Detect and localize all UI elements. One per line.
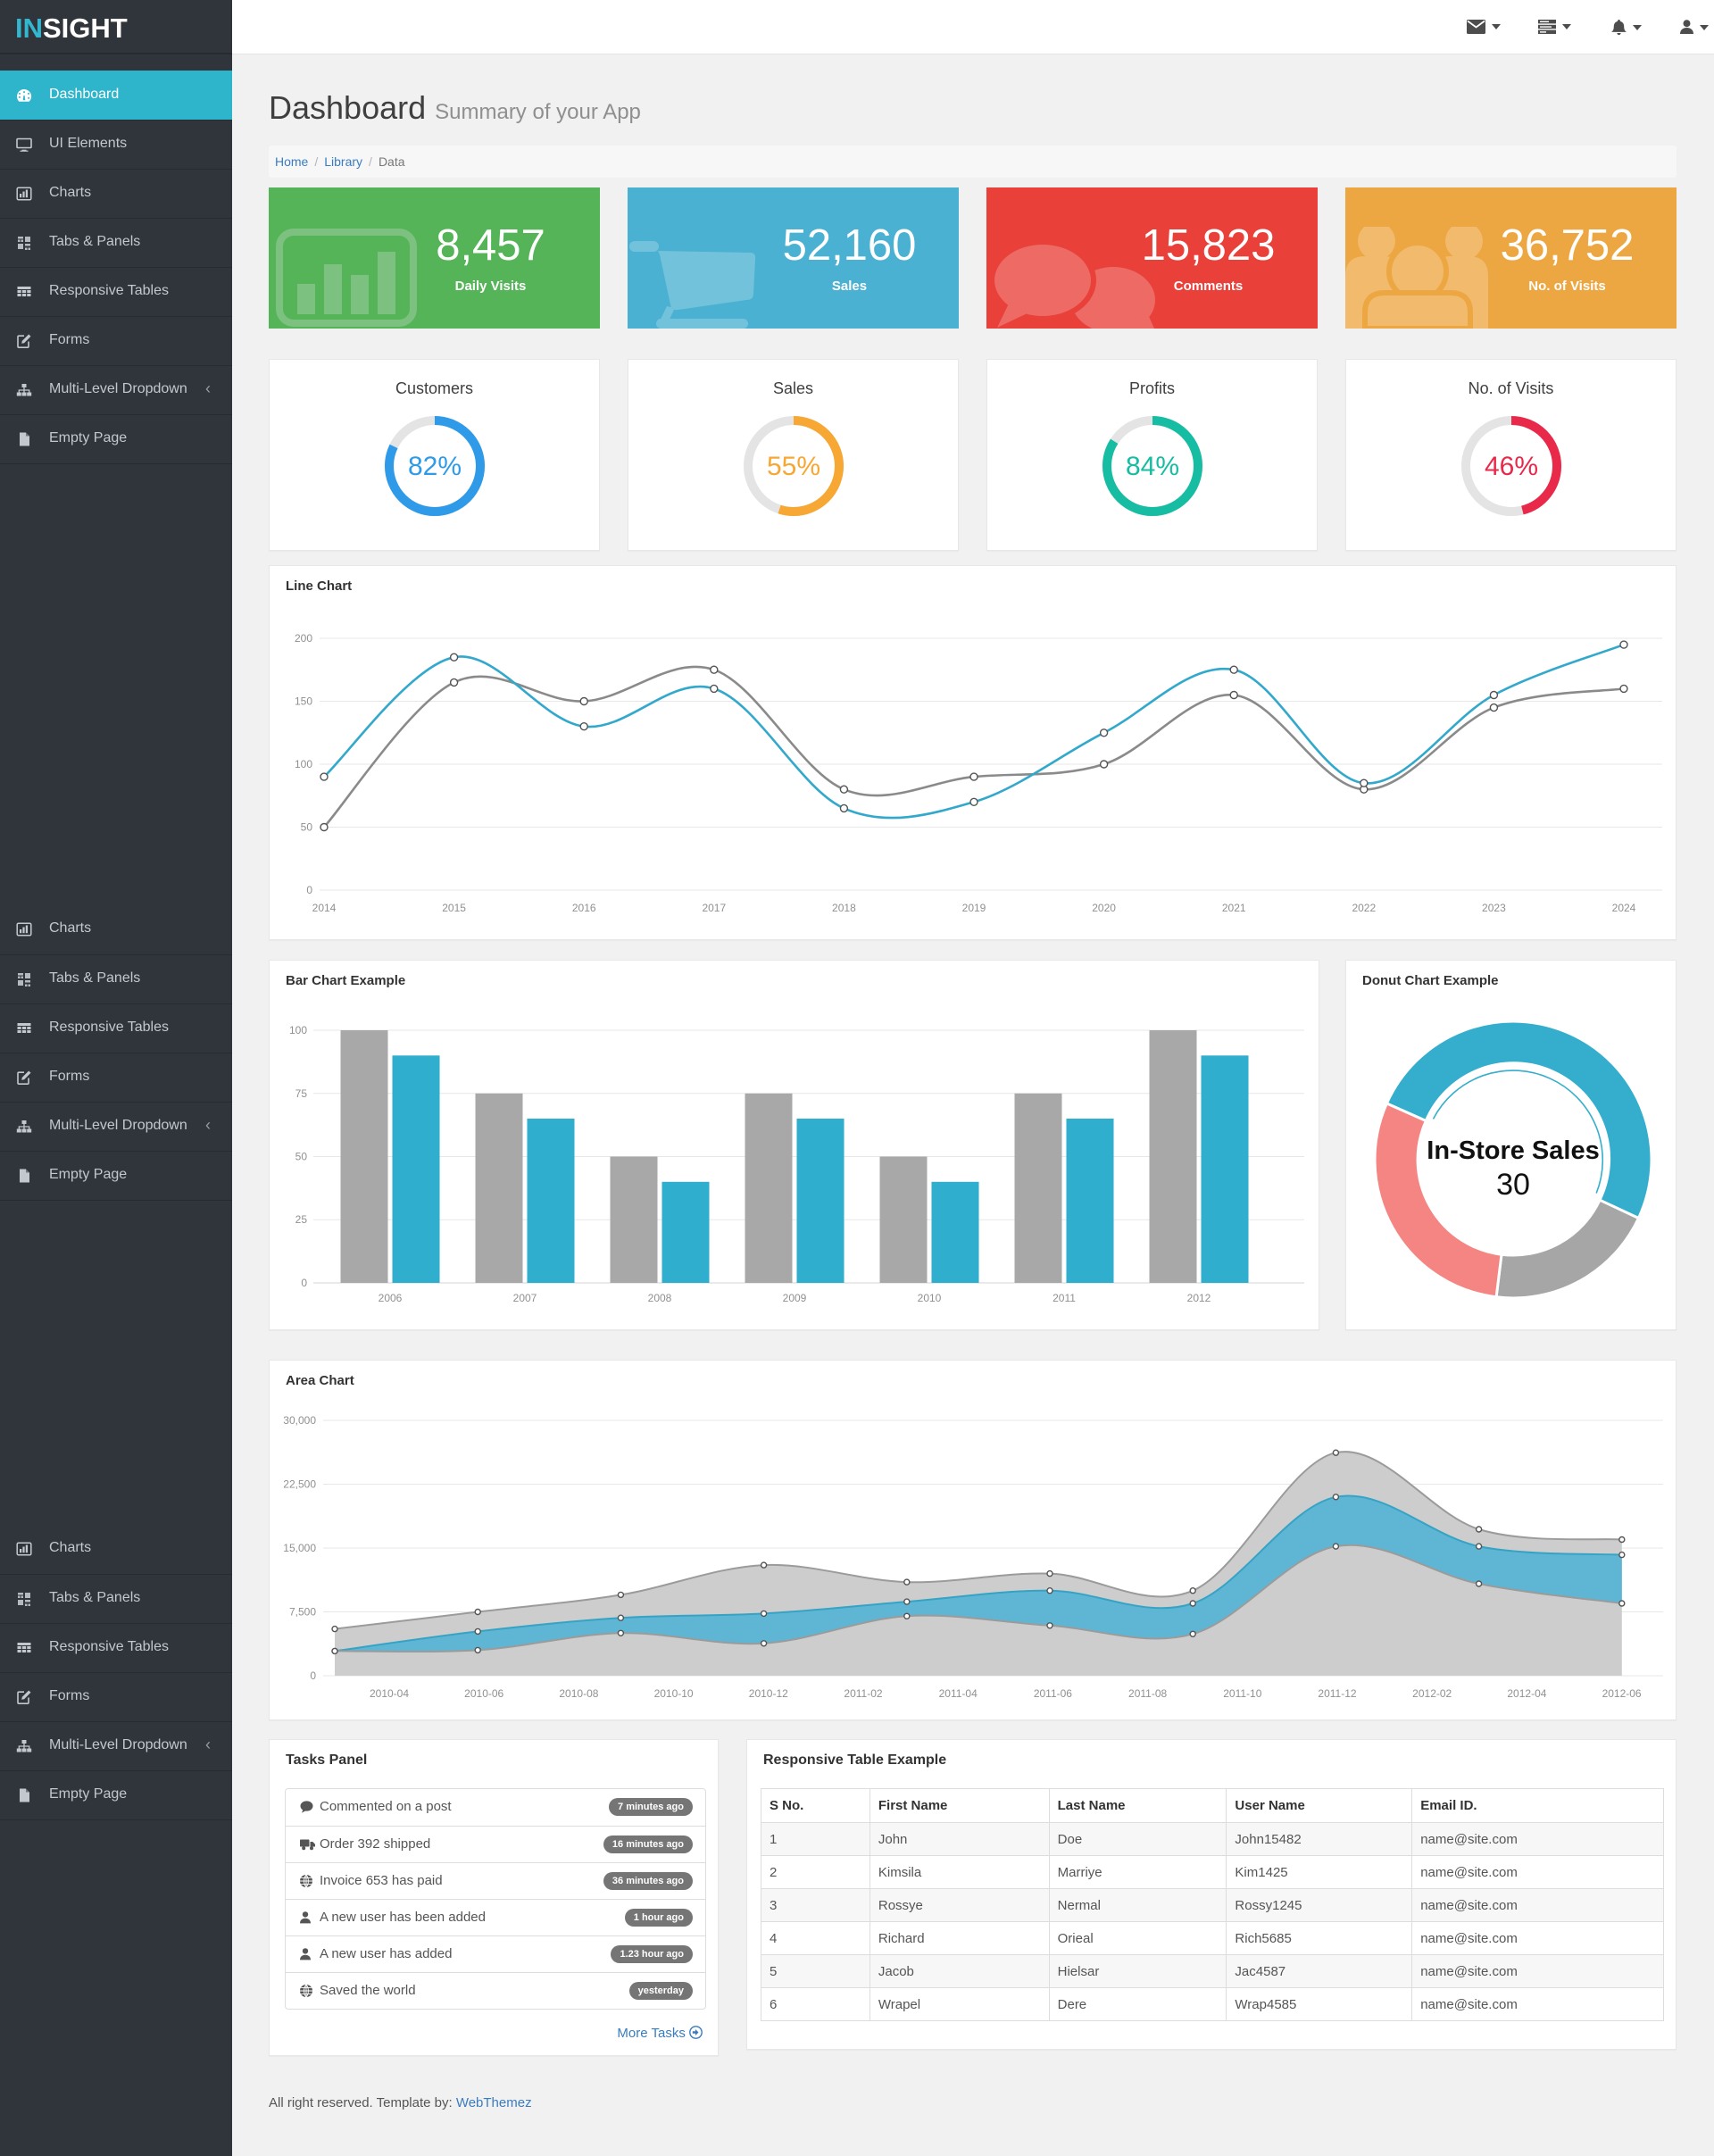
svg-text:2011: 2011 <box>1053 1292 1076 1304</box>
svg-text:2011-10: 2011-10 <box>1223 1687 1261 1700</box>
svg-text:2010-10: 2010-10 <box>654 1687 694 1700</box>
svg-text:75: 75 <box>295 1087 308 1100</box>
svg-text:2011-06: 2011-06 <box>1034 1687 1072 1700</box>
svg-text:2011-04: 2011-04 <box>939 1687 978 1700</box>
svg-text:150: 150 <box>295 695 312 708</box>
svg-text:50: 50 <box>301 821 313 834</box>
svg-text:2006: 2006 <box>379 1292 403 1304</box>
svg-text:2010-12: 2010-12 <box>749 1687 788 1700</box>
svg-text:2022: 2022 <box>1352 902 1376 914</box>
svg-text:200: 200 <box>295 632 312 645</box>
svg-text:2012: 2012 <box>1187 1292 1211 1304</box>
svg-text:2007: 2007 <box>513 1292 537 1304</box>
svg-text:2017: 2017 <box>702 902 726 914</box>
svg-text:2020: 2020 <box>1092 902 1116 914</box>
svg-text:0: 0 <box>301 1277 307 1289</box>
svg-text:2023: 2023 <box>1482 902 1506 914</box>
svg-text:2021: 2021 <box>1222 902 1246 914</box>
svg-text:2024: 2024 <box>1612 902 1636 914</box>
svg-text:2012-02: 2012-02 <box>1412 1687 1452 1700</box>
svg-text:100: 100 <box>289 1024 307 1036</box>
svg-text:30,000: 30,000 <box>283 1414 316 1427</box>
svg-text:2015: 2015 <box>442 902 466 914</box>
svg-text:2012-06: 2012-06 <box>1602 1687 1642 1700</box>
svg-text:0: 0 <box>310 1669 316 1682</box>
svg-text:15,000: 15,000 <box>283 1542 316 1554</box>
svg-text:2010-08: 2010-08 <box>559 1687 598 1700</box>
svg-text:30: 30 <box>1496 1168 1530 1202</box>
svg-text:2008: 2008 <box>648 1292 672 1304</box>
svg-text:2010-06: 2010-06 <box>464 1687 503 1700</box>
svg-text:2010-04: 2010-04 <box>370 1687 409 1700</box>
svg-text:2011-08: 2011-08 <box>1128 1687 1167 1700</box>
svg-text:2014: 2014 <box>312 902 337 914</box>
svg-text:2018: 2018 <box>832 902 856 914</box>
svg-text:0: 0 <box>306 884 312 896</box>
svg-text:100: 100 <box>295 758 312 770</box>
svg-text:25: 25 <box>295 1213 308 1226</box>
svg-text:2011-02: 2011-02 <box>844 1687 882 1700</box>
svg-text:2019: 2019 <box>962 902 986 914</box>
svg-text:50: 50 <box>295 1151 308 1163</box>
svg-text:7,500: 7,500 <box>289 1606 316 1619</box>
svg-text:22,500: 22,500 <box>283 1478 316 1491</box>
svg-text:2016: 2016 <box>572 902 596 914</box>
svg-text:2012-04: 2012-04 <box>1507 1687 1546 1700</box>
svg-text:In-Store Sales: In-Store Sales <box>1427 1136 1599 1165</box>
svg-text:2009: 2009 <box>783 1292 807 1304</box>
svg-text:2010: 2010 <box>918 1292 942 1304</box>
svg-text:2011-12: 2011-12 <box>1318 1687 1356 1700</box>
